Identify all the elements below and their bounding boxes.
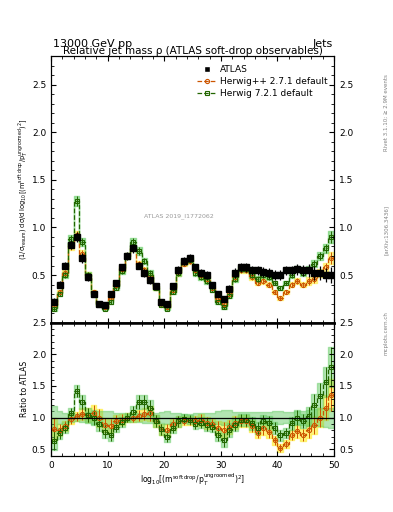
Y-axis label: (1/σ$_{\rm resum}$) dσ/d log$_{10}$[(m$^{\rm soft\,drop}$/p$_T^{\rm ungroomed})^: (1/σ$_{\rm resum}$) dσ/d log$_{10}$[(m$^… — [17, 119, 31, 260]
Legend: ATLAS, Herwig++ 2.7.1 default, Herwig 7.2.1 default: ATLAS, Herwig++ 2.7.1 default, Herwig 7.… — [195, 63, 330, 99]
Y-axis label: Ratio to ATLAS: Ratio to ATLAS — [20, 361, 29, 417]
Title: Relative jet mass ρ (ATLAS soft-drop observables): Relative jet mass ρ (ATLAS soft-drop obs… — [62, 46, 323, 55]
X-axis label: log$_{10}$[(m$^{\rm soft\,drop}$/p$_T^{\rm ungroomed})^2$]: log$_{10}$[(m$^{\rm soft\,drop}$/p$_T^{\… — [140, 472, 245, 488]
Text: ATLAS 2019_I1772062: ATLAS 2019_I1772062 — [143, 213, 213, 219]
Text: [arXiv:1306.3436]: [arXiv:1306.3436] — [384, 205, 388, 255]
Text: Rivet 3.1.10; ≥ 2.9M events: Rivet 3.1.10; ≥ 2.9M events — [384, 74, 388, 151]
Text: Jets: Jets — [313, 38, 333, 49]
Text: 13000 GeV pp: 13000 GeV pp — [53, 38, 132, 49]
Text: mcplots.cern.ch: mcplots.cern.ch — [384, 311, 388, 355]
